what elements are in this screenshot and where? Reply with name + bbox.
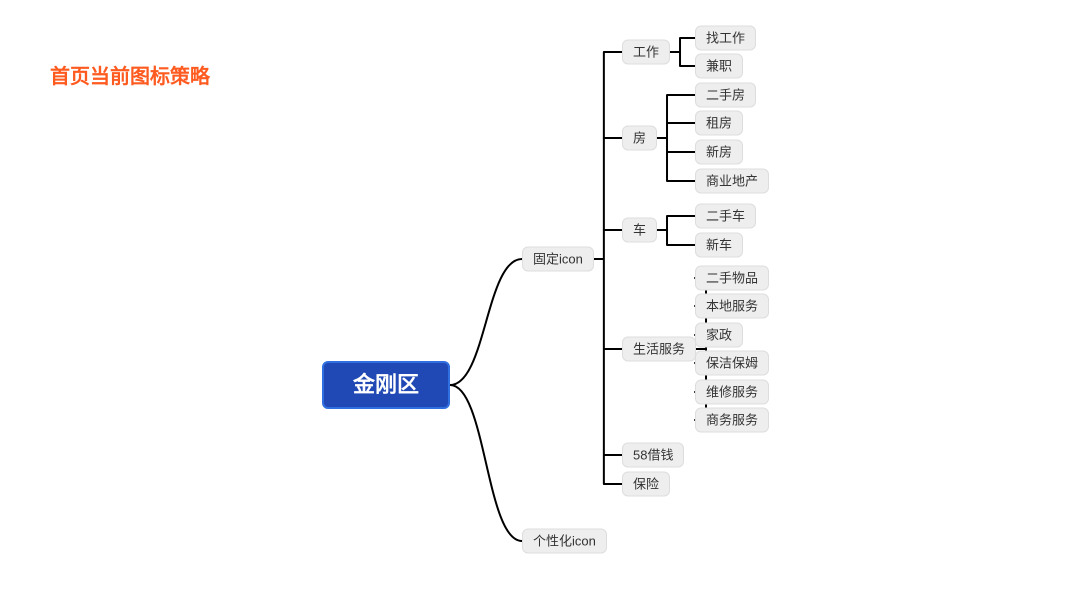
level2-node-car: 车	[622, 218, 657, 243]
page-title: 首页当前图标策略	[50, 60, 210, 89]
level3-node-localsvc: 本地服务	[695, 294, 769, 319]
level3-node-newhouse: 新房	[695, 140, 743, 165]
level3-node-usedcar: 二手车	[695, 204, 756, 229]
level3-node-usedgoods: 二手物品	[695, 266, 769, 291]
level2-node-house: 房	[622, 126, 657, 151]
level3-node-repair: 维修服务	[695, 380, 769, 405]
level2-node-loan: 58借钱	[622, 443, 684, 468]
level1-node-dynamic: 个性化icon	[522, 529, 607, 554]
level3-node-parttime: 兼职	[695, 54, 743, 79]
level3-node-usedhouse: 二手房	[695, 83, 756, 108]
edge-layer	[0, 0, 1080, 608]
level3-node-newcar: 新车	[695, 233, 743, 258]
level3-node-cleaning: 保洁保姆	[695, 351, 769, 376]
level3-node-bizsvc: 商务服务	[695, 408, 769, 433]
level3-node-comre: 商业地产	[695, 169, 769, 194]
level3-node-rent: 租房	[695, 111, 743, 136]
level2-node-insure: 保险	[622, 472, 670, 497]
level3-node-findjob: 找工作	[695, 26, 756, 51]
level3-node-housekeep: 家政	[695, 323, 743, 348]
root-node: 金刚区	[322, 361, 450, 409]
mindmap-canvas: 首页当前图标策略 金刚区 固定icon 个性化icon 工作房车生活服务 58借钱保险 找…	[0, 0, 1080, 608]
level2-node-work: 工作	[622, 40, 670, 65]
level2-node-life: 生活服务	[622, 337, 696, 362]
level1-node-fixed: 固定icon	[522, 247, 594, 272]
